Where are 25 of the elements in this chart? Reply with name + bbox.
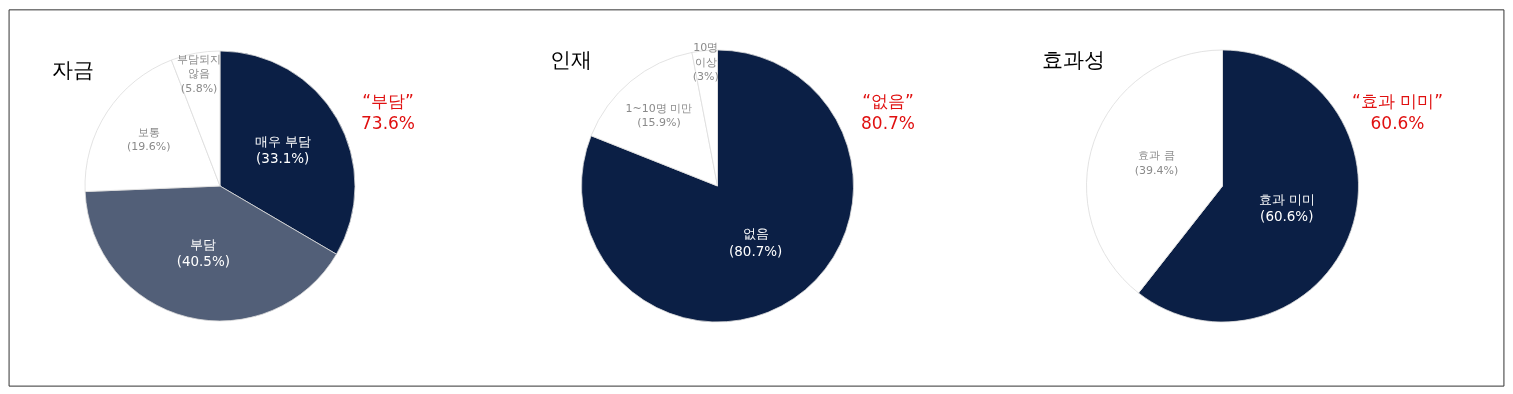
data-label: (15.9%) — [637, 115, 681, 129]
slice-label: 부담 — [190, 235, 217, 252]
slice-label: 1~10명 미만 — [625, 101, 693, 115]
chart-title: 효과성 — [1042, 48, 1105, 72]
slice-label: 부담되지 않음 — [177, 53, 222, 81]
slice-label: 보통 — [137, 125, 160, 139]
data-label: (3%) — [692, 70, 719, 84]
slice-label: 없음 — [742, 225, 769, 241]
slice-label: 효과 큼 — [1138, 149, 1175, 163]
data-label: (80.7%) — [729, 242, 783, 259]
slice-label: 매우 부담 — [254, 132, 311, 149]
data-label: (5.8%) — [180, 81, 218, 95]
data-label: (39.4%) — [1134, 163, 1179, 177]
data-label: (40.5%) — [176, 253, 230, 270]
data-label: (60.6%) — [1260, 208, 1314, 225]
data-label: (33.1%) — [256, 150, 310, 167]
chart-title: 인재 — [550, 48, 592, 72]
text: “없음” 80.7% — [861, 91, 916, 134]
text: “부담” 73.6% — [361, 91, 416, 134]
slice-label: 10명 이상 — [693, 41, 719, 69]
data-label: (19.6%) — [126, 139, 171, 153]
pie-slice — [590, 52, 718, 187]
slice-label: 효과 미미 — [1258, 190, 1315, 207]
chart-title: 자금 — [52, 58, 94, 82]
text: “효과 미미” 60.6% — [1352, 91, 1444, 134]
